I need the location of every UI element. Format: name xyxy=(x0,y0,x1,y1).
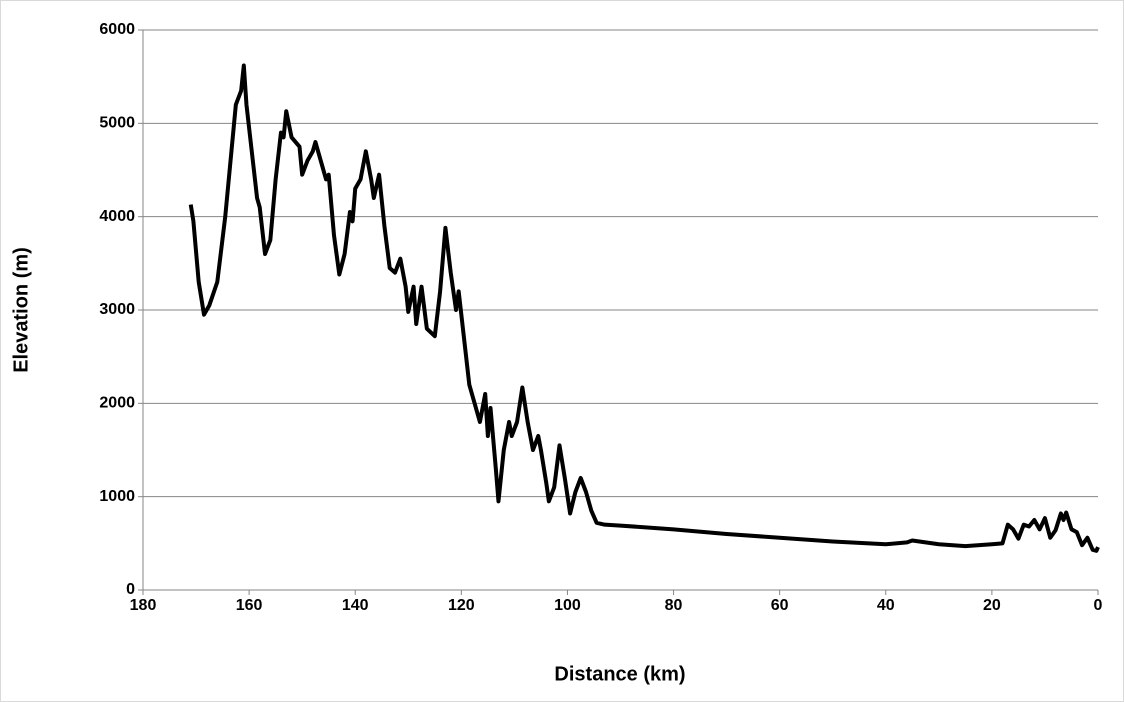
elevation-line xyxy=(188,63,1100,553)
y-tick-label: 1000 xyxy=(99,488,135,505)
x-tick-label: 0 xyxy=(1094,597,1103,614)
y-tick-label: 5000 xyxy=(99,115,135,132)
x-tick-label: 60 xyxy=(771,597,789,614)
y-tick-label: 0 xyxy=(126,581,135,598)
x-tick-label: 80 xyxy=(665,597,683,614)
y-tick-label: 2000 xyxy=(99,395,135,412)
x-tick-label: 100 xyxy=(554,597,581,614)
x-tick-label: 20 xyxy=(983,597,1001,614)
y-tick-label: 4000 xyxy=(99,208,135,225)
y-tick-label: 3000 xyxy=(99,301,135,318)
x-tick-label: 180 xyxy=(130,597,157,614)
x-tick-label: 120 xyxy=(448,597,475,614)
x-axis-title: Distance (km) xyxy=(554,663,685,685)
y-axis-title: Elevation (m) xyxy=(10,247,32,373)
y-tick-label: 6000 xyxy=(99,21,135,38)
x-tick-label: 40 xyxy=(877,597,895,614)
x-tick-label: 140 xyxy=(342,597,369,614)
x-tick-label: 160 xyxy=(236,597,263,614)
